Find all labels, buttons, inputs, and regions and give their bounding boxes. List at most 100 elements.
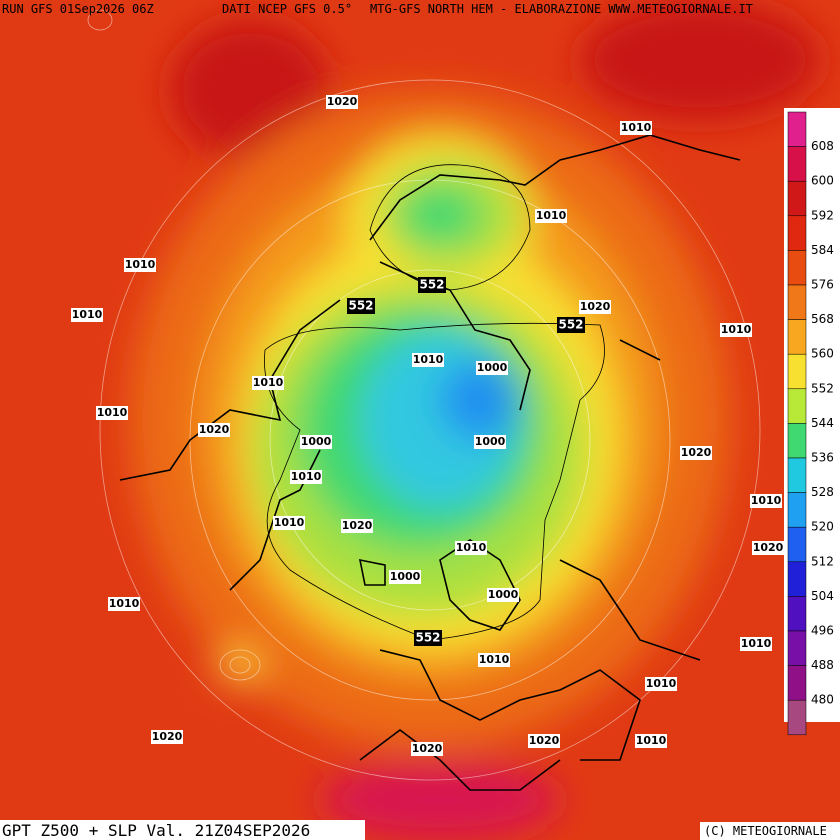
isobar-label: 1020 <box>342 519 373 532</box>
colorbar-swatch <box>787 111 807 147</box>
isobar-label: 1000 <box>475 435 506 448</box>
z500-label: 552 <box>348 299 373 313</box>
isobar-label-bg <box>579 300 611 314</box>
header-run: RUN GFS 01Sep2026 06Z <box>2 2 154 16</box>
colorbar-label: 512 <box>811 554 834 568</box>
isobar-label-bg <box>341 519 373 533</box>
isobar-label-bg <box>252 376 284 390</box>
footer-title: GPT Z500 + SLP Val. 21Z04SEP2026 <box>2 821 310 840</box>
isobar-label: 1020 <box>529 734 560 747</box>
colorbar-swatch <box>787 630 807 666</box>
colorbar-swatch <box>787 699 807 736</box>
colorbar-swatch <box>787 526 807 563</box>
z500-label-bg <box>414 630 442 646</box>
colorbar-swatch <box>787 180 807 217</box>
isobar-label: 1020 <box>152 730 183 743</box>
isobar-label: 1020 <box>199 423 230 436</box>
colorbar-swatch <box>787 492 807 528</box>
isobar-label-bg <box>326 95 358 109</box>
isobar-label: 1010 <box>621 121 652 134</box>
colorbar-label: 552 <box>811 381 834 395</box>
header-source: DATI NCEP GFS 0.5° <box>222 2 352 16</box>
colorbar-label: 584 <box>811 243 834 257</box>
colorbar-label: 592 <box>811 208 834 222</box>
colorbar-label: 576 <box>811 278 834 292</box>
copyright: (C) METEOGIORNALE <box>704 824 827 838</box>
z500-label-bg <box>347 298 375 314</box>
isobar-label: 1010 <box>97 406 128 419</box>
colorbar-label: 496 <box>811 624 834 638</box>
isobar-label-bg <box>752 541 784 555</box>
colorbar-swatch <box>787 215 807 251</box>
footer-box <box>0 820 365 840</box>
z500-label: 552 <box>419 278 444 292</box>
colorbar-swatch <box>787 388 807 424</box>
isobar-label: 1000 <box>390 570 421 583</box>
isobar-label: 1010 <box>751 494 782 507</box>
colorbar-swatch <box>787 353 807 390</box>
isobar-label: 1010 <box>413 353 444 366</box>
isobar-label: 1010 <box>253 376 284 389</box>
isobar-label-bg <box>108 597 140 611</box>
isobar-label: 1020 <box>753 541 784 554</box>
colorbar-swatch <box>787 284 807 320</box>
isobar-label: 1010 <box>109 597 140 610</box>
isobar-label-bg <box>412 353 444 367</box>
colorbar-swatch <box>787 561 807 597</box>
isobar-label-bg <box>198 423 230 437</box>
colorbar-swatch <box>787 457 807 493</box>
header-credit: MTG-GFS NORTH HEM - ELABORAZIONE WWW.MET… <box>370 2 753 16</box>
z500-label: 552 <box>415 631 440 645</box>
isobar-label-bg <box>478 653 510 667</box>
isobar-label: 1000 <box>488 588 519 601</box>
isobar-label: 1010 <box>646 677 677 690</box>
isobar-label-bg <box>455 541 487 555</box>
isobar-label-bg <box>96 406 128 420</box>
isobar-label-bg <box>124 258 156 272</box>
z500-label: 552 <box>558 318 583 332</box>
colorbar-label: 544 <box>811 416 834 430</box>
colorbar-label: 528 <box>811 485 834 499</box>
isobar-label-bg <box>740 637 772 651</box>
isobar-label-bg <box>720 323 752 337</box>
isobar-label: 1010 <box>479 653 510 666</box>
isobar-label-bg <box>535 209 567 223</box>
colorbar-swatch <box>787 146 807 182</box>
isobar-label: 1010 <box>456 541 487 554</box>
colorbar-label: 568 <box>811 312 834 326</box>
isobar-label: 1010 <box>721 323 752 336</box>
isobar-label-bg <box>645 677 677 691</box>
colorbar-label: 608 <box>811 139 834 153</box>
coastlines <box>119 134 741 791</box>
colorbar-swatch <box>787 423 807 459</box>
z500-label-bg <box>557 317 585 333</box>
colorbar-label: 560 <box>811 347 834 361</box>
isobar-label-bg <box>620 121 652 135</box>
colorbar-swatch <box>787 319 807 355</box>
isobar-label-bg <box>528 734 560 748</box>
isobar-label: 1020 <box>681 446 712 459</box>
isobar-label: 1010 <box>274 516 305 529</box>
isobar-label: 1010 <box>741 637 772 650</box>
isobar-label-bg <box>290 470 322 484</box>
isobar-label: 1010 <box>291 470 322 483</box>
copyright-box <box>700 822 840 840</box>
isobar-label: 1010 <box>125 258 156 271</box>
colorbar-swatch <box>787 250 807 286</box>
z500-label-bg <box>418 277 446 293</box>
isobar-label: 1000 <box>477 361 508 374</box>
isobar-label: 1010 <box>536 209 567 222</box>
isobar-label-bg <box>476 361 508 375</box>
isobar-label-bg <box>411 742 443 756</box>
colorbar-label: 520 <box>811 520 834 534</box>
isobar-label-bg <box>474 435 506 449</box>
colorbar-label: 480 <box>811 693 834 707</box>
isobar-label-bg <box>487 588 519 602</box>
isobar-label-bg <box>635 734 667 748</box>
colorbar-swatch <box>787 665 807 701</box>
colorbar-label: 488 <box>811 658 834 672</box>
isobar-label: 1020 <box>327 95 358 108</box>
colorbar-label: 504 <box>811 589 834 603</box>
